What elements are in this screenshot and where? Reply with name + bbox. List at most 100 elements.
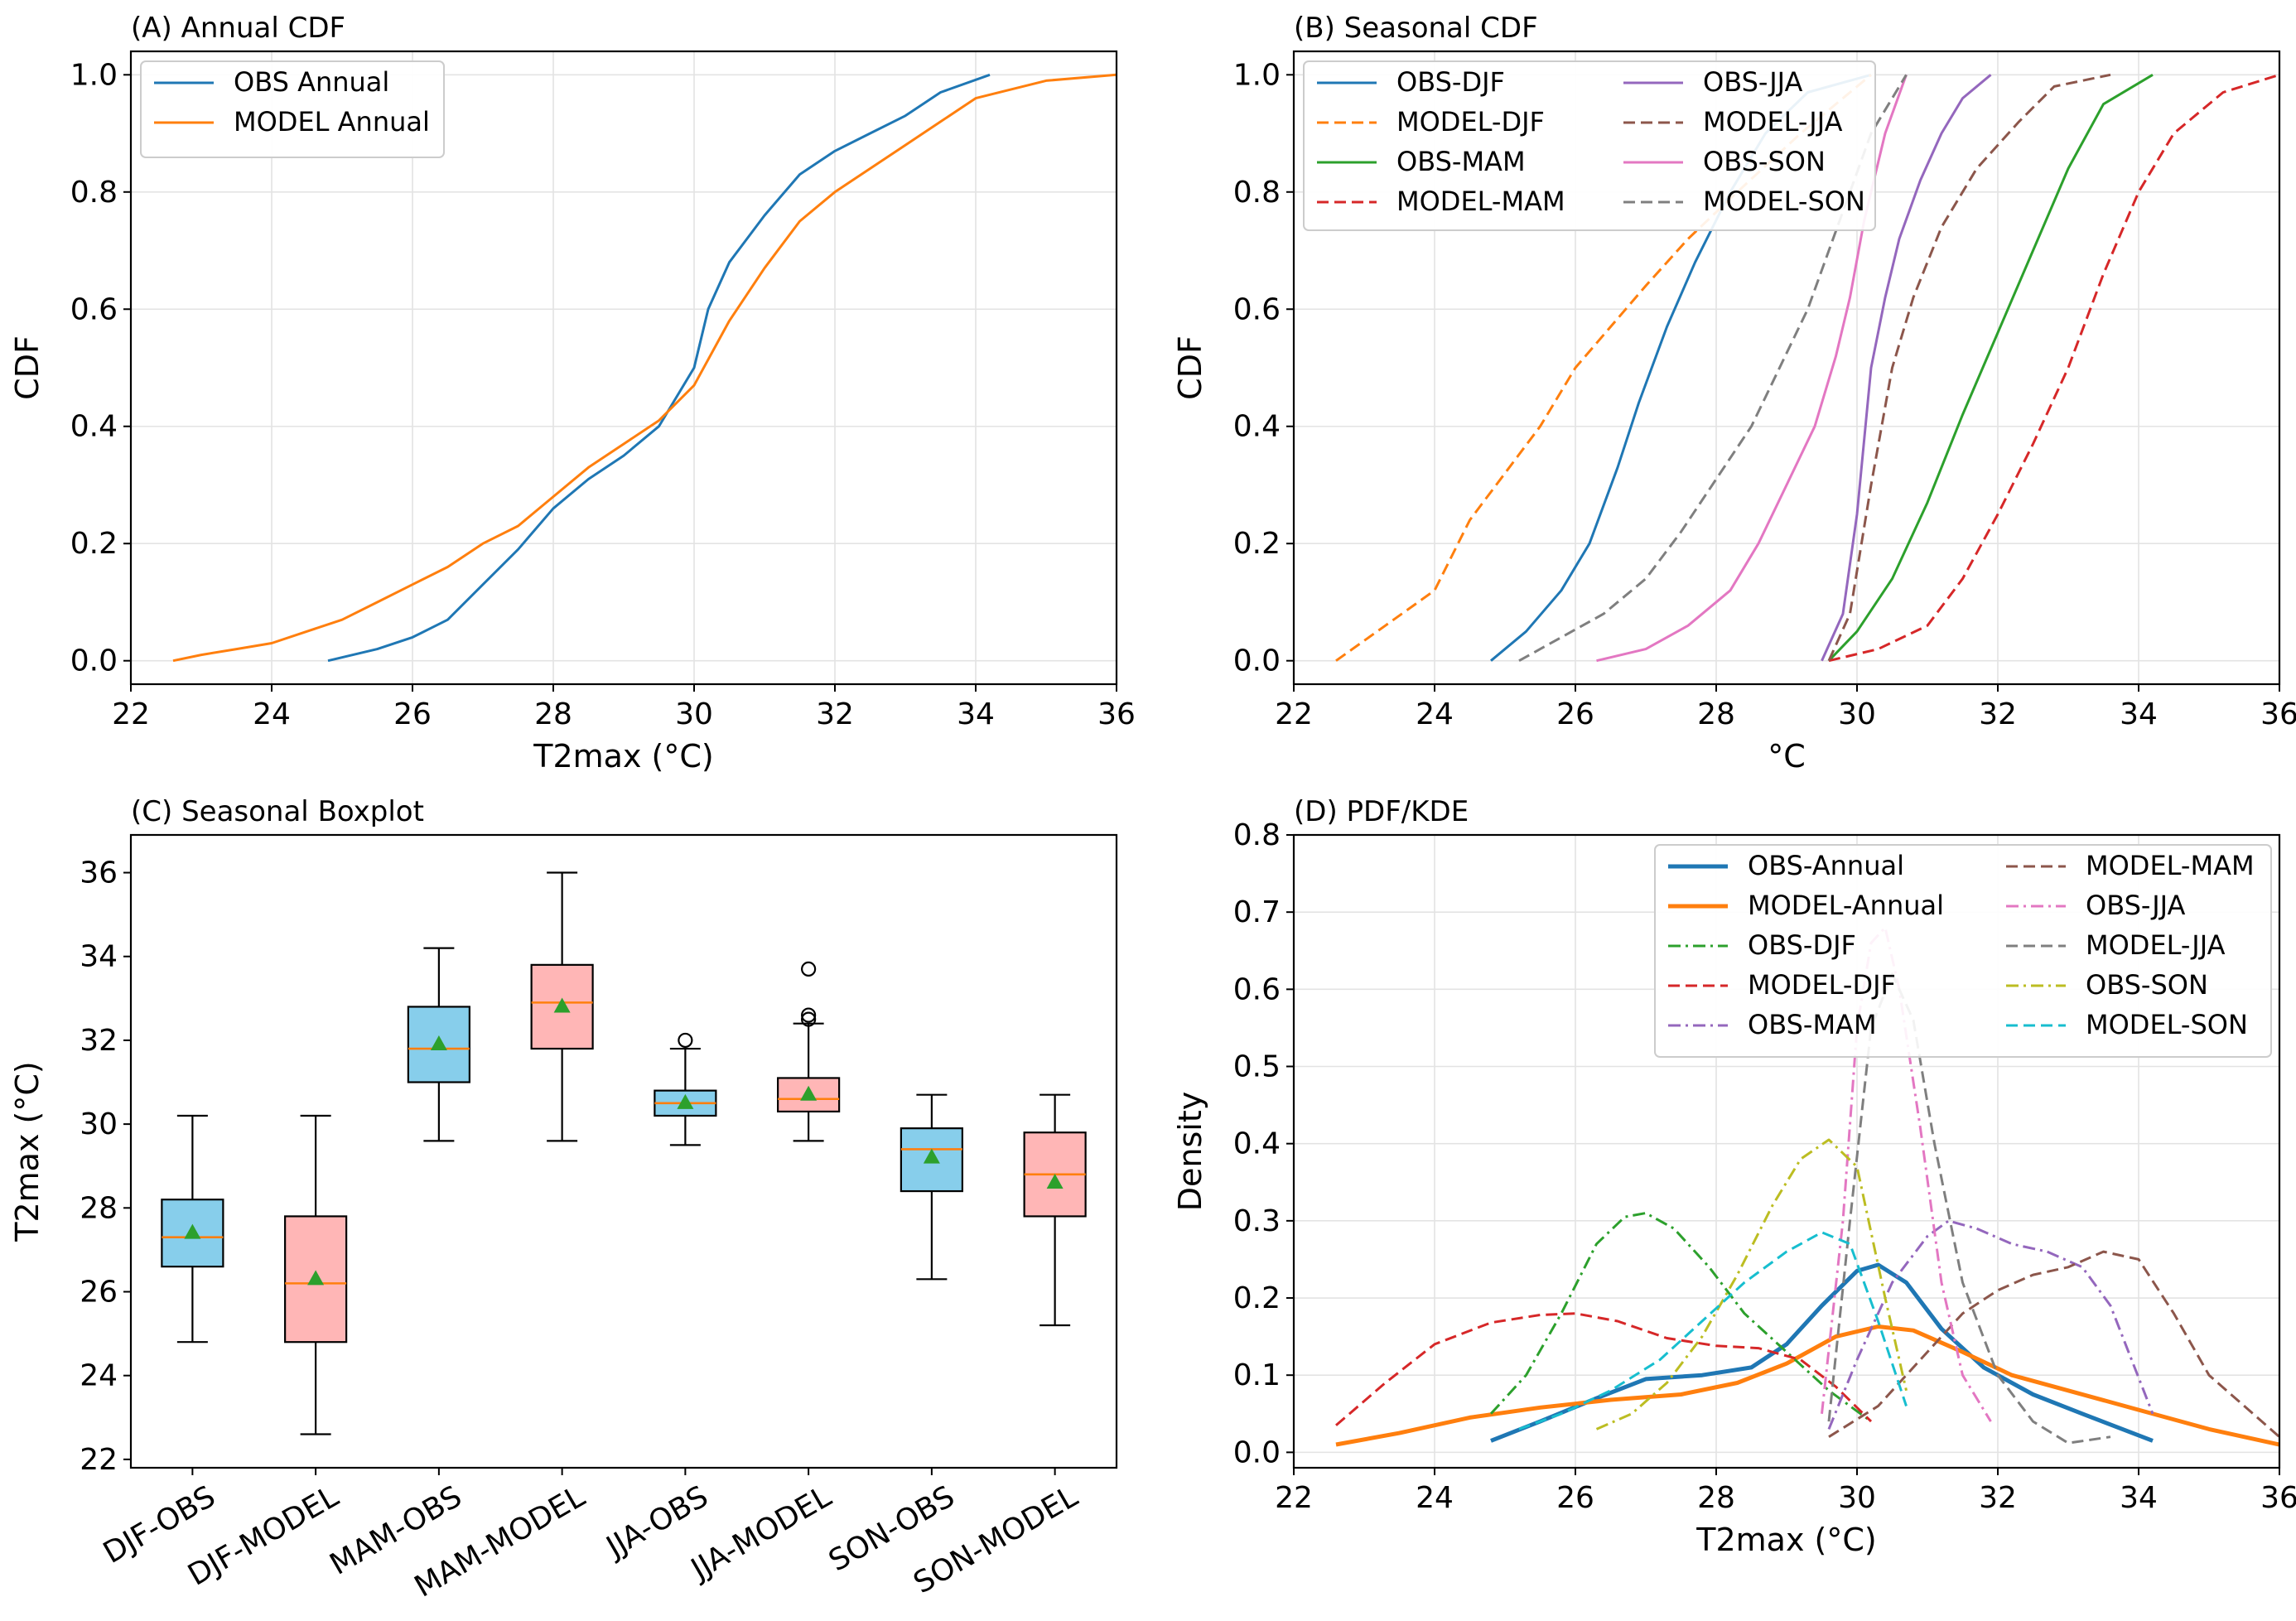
y-tick-label: 0.0 — [70, 644, 118, 678]
x-tick-label: 30 — [1838, 697, 1876, 731]
y-axis-label: CDF — [1172, 335, 1208, 400]
plot-frame — [1292, 833, 2281, 1469]
mean-marker — [1046, 1173, 1064, 1189]
series-line-model-djf — [1335, 74, 1872, 662]
y-axis-label: T2max (°C) — [9, 1061, 46, 1242]
x-tick-label: 26 — [1556, 1481, 1594, 1515]
x-tick-label: JJA-MODEL — [684, 1479, 837, 1587]
legend-label-obs-annual: OBS-Annual — [1748, 850, 1904, 881]
series-layer — [1335, 926, 2279, 1447]
series-line-obs-annual — [1490, 1262, 2154, 1443]
y-tick-label: 0.6 — [70, 292, 118, 326]
x-tick-label: 30 — [675, 697, 713, 731]
plot-frame — [129, 50, 1118, 686]
series-line-model-son — [1518, 1231, 1908, 1430]
legend-label-model-jja: MODEL-JJA — [2086, 929, 2226, 961]
x-tick-label: 30 — [1838, 1481, 1876, 1515]
x-tick-label: 32 — [1979, 697, 2017, 731]
box-jja-model — [777, 961, 841, 1142]
y-tick-label: 0.0 — [1233, 644, 1281, 678]
legend: OBS Annual MODEL Annual — [140, 60, 445, 158]
outlier-point — [678, 1032, 693, 1049]
x-tick-label: 22 — [1275, 1481, 1313, 1515]
legend-box — [1303, 60, 1876, 231]
plot-frame — [129, 833, 1118, 1469]
y-tick-label: 0.5 — [1233, 1050, 1281, 1084]
mean-marker — [923, 1148, 940, 1164]
y-tick-label: 28 — [80, 1191, 118, 1225]
outlier-point — [801, 1011, 817, 1027]
legend-label-model-son: MODEL-SON — [1703, 186, 1865, 217]
iqr-box — [777, 1077, 841, 1113]
x-tick-label: 34 — [2120, 1481, 2158, 1515]
box-djf-model — [284, 1114, 348, 1435]
box-son-model — [1023, 1093, 1087, 1327]
y-axis-label: Density — [1172, 1092, 1208, 1211]
legend-label-obs-djf: OBS-DJF — [1396, 66, 1505, 98]
y-tick-label: 24 — [80, 1359, 118, 1393]
legend-box — [1654, 844, 2272, 1058]
y-tick-label: 0.6 — [1233, 292, 1281, 326]
legend-label-model-mam: MODEL-MAM — [2086, 850, 2255, 881]
legend-label-obs-son: OBS-SON — [1703, 146, 1826, 177]
y-tick-label: 32 — [80, 1024, 118, 1058]
legend-label-obs-djf: OBS-DJF — [1748, 929, 1856, 961]
legend-box — [140, 60, 445, 158]
legend-label-model-djf: MODEL-DJF — [1748, 969, 1896, 1001]
y-tick-label: 0.8 — [70, 176, 118, 210]
legend-label-model-djf: MODEL-DJF — [1396, 106, 1545, 137]
legend-label-model-mam: MODEL-MAM — [1396, 186, 1565, 217]
y-tick-label: 0.6 — [1233, 972, 1281, 1006]
legend-label-model-jja: MODEL-JJA — [1703, 106, 1843, 137]
legend-label-obs-mam: OBS-MAM — [1748, 1009, 1877, 1040]
series-line-obs-jja — [1821, 74, 1992, 662]
series-line-obs-djf — [1489, 1212, 1872, 1423]
mean-marker — [677, 1093, 694, 1109]
legend-label-obs-jja: OBS-JJA — [2086, 890, 2186, 921]
box-djf-obs — [161, 1114, 224, 1344]
y-tick-label: 0.4 — [1233, 410, 1281, 444]
box-jja-obs — [654, 1032, 717, 1146]
legend: OBS-Annual MODEL-Annual OBS-DJF MODEL-DJF OB… — [1654, 844, 2272, 1058]
series-line-obs-annual — [327, 73, 991, 663]
panel-title: (A) Annual CDF — [131, 12, 345, 45]
box-son-obs — [900, 1093, 963, 1281]
mean-marker — [800, 1085, 818, 1101]
x-tick-label: 36 — [1097, 697, 1136, 731]
x-axis-label: °C — [1768, 738, 1806, 774]
mean-marker — [307, 1270, 325, 1286]
panel-pdf-kde: (D) PDF/KDE 22 24 26 28 30 32 34 36 0.0 0.1 0.2 0.3 0… — [1172, 795, 2296, 1558]
series-layer — [172, 73, 1117, 663]
y-tick-label: 0.2 — [1233, 1281, 1281, 1315]
y-tick-label: 0.8 — [1233, 818, 1281, 852]
x-tick-label: 24 — [1416, 697, 1454, 731]
y-tick-label: 0.8 — [1233, 176, 1281, 210]
y-tick-label: 0.7 — [1233, 895, 1281, 929]
panel-annual-cdf: (A) Annual CDF 22 24 26 28 30 32 34 36 0.0 0.2 0.4 0… — [9, 12, 1136, 774]
panel-title: (C) Seasonal Boxplot — [131, 795, 424, 828]
outlier-point — [801, 1007, 817, 1023]
legend-label-obs-son: OBS-SON — [2086, 969, 2208, 1001]
series-line-model-annual — [1335, 1324, 2279, 1447]
x-axis-label: T2max (°C) — [533, 738, 713, 774]
y-tick-label: 30 — [80, 1107, 118, 1141]
y-tick-label: 1.0 — [70, 58, 118, 92]
panel-seasonal-cdf: (B) Seasonal CDF 22 24 26 28 30 32 34 36 0.0 0.2 0.… — [1172, 12, 2296, 774]
mean-marker — [184, 1223, 201, 1239]
y-axis-label: CDF — [9, 335, 46, 400]
x-tick-label: 26 — [1556, 697, 1594, 731]
x-tick-label: 24 — [1416, 1481, 1454, 1515]
x-tick-label: 26 — [393, 697, 432, 731]
panel-title: (D) PDF/KDE — [1294, 795, 1469, 828]
mean-marker — [430, 1035, 447, 1050]
legend-label-obs-jja: OBS-JJA — [1703, 66, 1803, 98]
panel-title: (B) Seasonal CDF — [1294, 12, 1538, 45]
y-tick-label: 1.0 — [1233, 58, 1281, 92]
series-line-model-annual — [172, 73, 1117, 663]
x-tick-label: 28 — [1697, 1481, 1735, 1515]
x-tick-label: 32 — [1979, 1481, 2017, 1515]
box-mam-model — [530, 871, 594, 1142]
series-line-obs-son — [1595, 1138, 1908, 1430]
y-tick-label: 36 — [80, 856, 118, 890]
